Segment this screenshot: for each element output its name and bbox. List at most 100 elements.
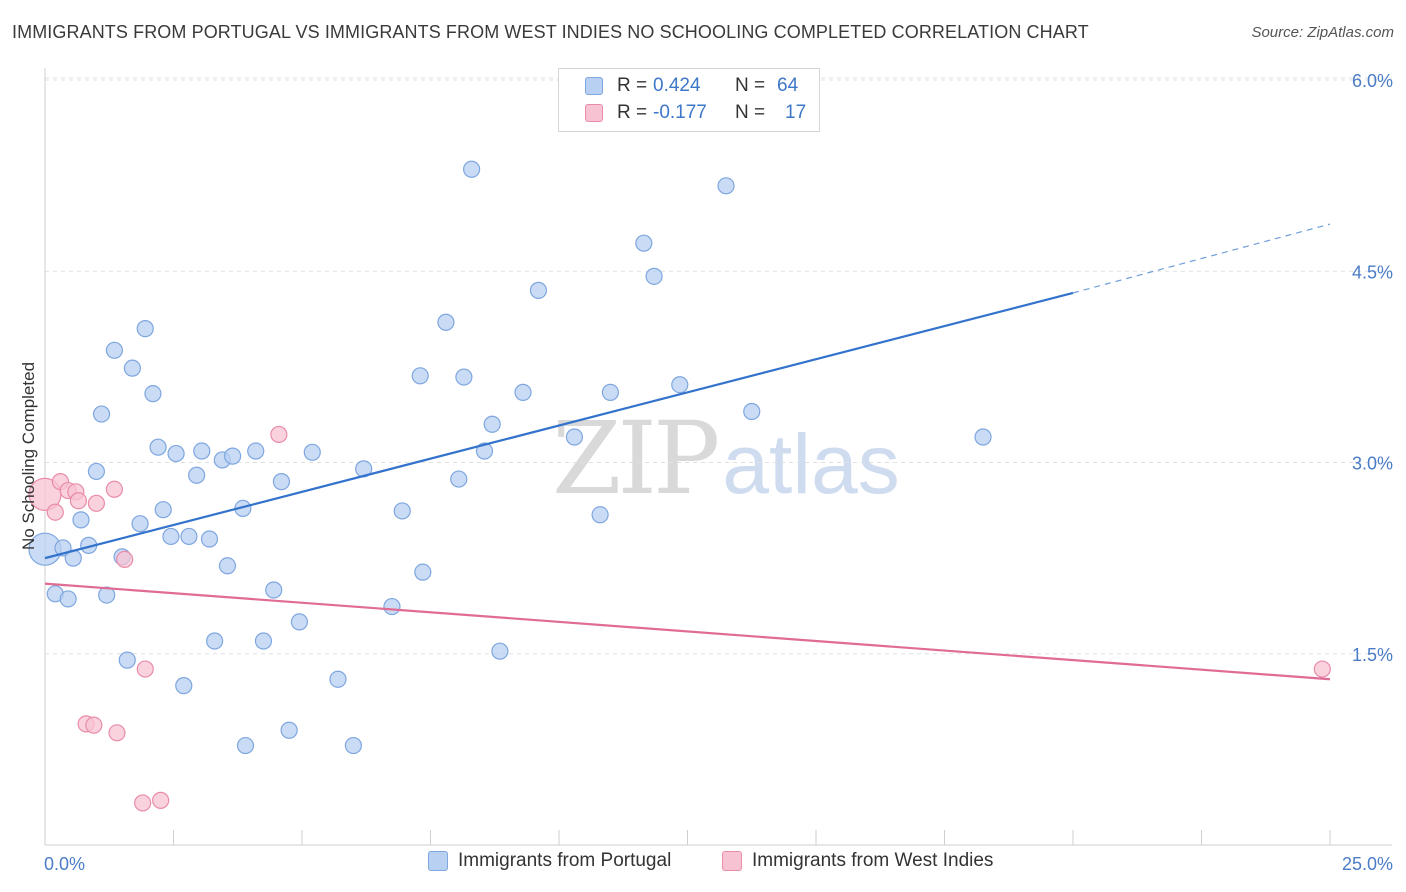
portugal-point	[565, 428, 584, 446]
portugal-point	[98, 586, 116, 604]
portugal-point	[601, 383, 620, 401]
portugal-point	[87, 462, 106, 481]
portugal-point	[450, 470, 468, 488]
west-indies-trend-line	[44, 582, 1331, 681]
portugal-point	[200, 530, 219, 548]
bottom-legend-swatch-west-indies	[722, 851, 742, 871]
bottom-legend-west-indies: Immigrants from West Indies	[722, 850, 993, 872]
portugal-point	[645, 267, 663, 285]
bottom-legend-label-portugal: Immigrants from Portugal	[458, 850, 672, 871]
correlation-legend: R = 0.424 N = 64 R = -0.177 N = 17	[558, 68, 820, 132]
portugal-point	[162, 527, 180, 546]
legend-swatch-west-indies	[585, 104, 603, 122]
portugal-point	[743, 402, 761, 421]
portugal-point	[265, 581, 283, 599]
portugal-point	[175, 677, 193, 695]
y-tick-label: 3.0%	[1352, 454, 1393, 474]
tick-labels: 1.5% 3.0% 4.5% 6.0% 0.0% 25.0%	[44, 71, 1393, 874]
portugal-point	[224, 447, 242, 465]
west-indies-point	[134, 794, 152, 812]
legend-r-label: R =	[617, 75, 648, 96]
portugal-point	[635, 234, 653, 252]
legend-n-label: N =	[735, 75, 766, 96]
west-indies-point	[152, 791, 170, 809]
west-indies-point	[105, 480, 123, 498]
portugal-point	[455, 368, 473, 386]
portugal-point	[236, 736, 255, 755]
portugal-trend-line	[44, 291, 1074, 560]
west-indies-point	[108, 724, 126, 742]
portugal-point	[303, 443, 321, 461]
west-indies-point	[85, 716, 103, 734]
source-credit: Source: ZipAtlas.com	[1251, 24, 1394, 41]
portugal-point	[92, 405, 111, 423]
portugal-point	[131, 515, 149, 533]
portugal-point	[591, 506, 609, 524]
portugal-point	[411, 367, 429, 385]
y-axis-label: No Schooling Completed	[19, 362, 38, 550]
portugal-point	[123, 359, 141, 377]
legend-swatch-portugal	[585, 77, 603, 95]
portugal-point	[437, 313, 455, 331]
legend-r-value-portugal: 0.424	[653, 75, 701, 96]
portugal-point	[491, 642, 509, 660]
watermark: ZIPatlas	[552, 400, 900, 517]
portugal-point	[393, 502, 411, 520]
legend-row-portugal: R = 0.424 N = 64	[585, 73, 798, 99]
x-tick-label: 0.0%	[44, 854, 85, 874]
portugal-point	[475, 442, 494, 460]
portugal-point	[974, 428, 992, 446]
axes	[44, 68, 1392, 846]
west-indies-point	[116, 550, 134, 569]
legend-n-label: N =	[735, 102, 766, 123]
portugal-trend-extension	[1072, 223, 1331, 294]
portugal-point	[272, 473, 291, 491]
portugal-point	[206, 632, 224, 650]
legend-r-value-west-indies: -0.177	[653, 102, 707, 123]
portugal-point	[188, 466, 206, 484]
portugal-point	[59, 590, 77, 608]
portugal-point	[218, 557, 237, 575]
portugal-point	[154, 501, 172, 519]
west-indies-point	[46, 503, 64, 521]
west-indies-point	[69, 492, 88, 510]
west-indies-points	[28, 425, 1331, 812]
legend-n-value-portugal: 64	[777, 75, 799, 96]
portugal-point	[529, 281, 548, 299]
portugal-point	[144, 385, 162, 403]
portugal-point	[514, 383, 532, 401]
bottom-legend-swatch-portugal	[428, 851, 448, 871]
x-tick-label: 25.0%	[1342, 854, 1393, 874]
portugal-point	[180, 527, 198, 546]
portugal-point	[105, 341, 123, 359]
portugal-point	[247, 442, 265, 460]
portugal-point	[149, 438, 167, 456]
legend-r-label: R =	[617, 102, 648, 123]
portugal-point	[118, 651, 136, 669]
portugal-point	[290, 613, 309, 631]
west-indies-point	[1313, 660, 1331, 678]
legend-row-west-indies: R = -0.177 N = 17	[585, 100, 806, 126]
y-tick-label: 1.5%	[1352, 645, 1393, 665]
portugal-point	[671, 376, 689, 394]
grid-lines	[45, 77, 1392, 655]
portugal-point	[414, 563, 432, 581]
portugal-point	[254, 632, 273, 650]
portugal-point	[463, 160, 481, 178]
y-tick-label: 6.0%	[1352, 71, 1393, 91]
portugal-points	[28, 160, 992, 755]
y-tick-label: 4.5%	[1352, 262, 1393, 282]
portugal-point	[344, 736, 362, 755]
portugal-point	[483, 415, 501, 433]
portugal-point	[383, 597, 401, 616]
chart-title: IMMIGRANTS FROM PORTUGAL VS IMMIGRANTS F…	[12, 22, 1089, 42]
west-indies-point	[87, 494, 106, 512]
bottom-legend-portugal: Immigrants from Portugal	[428, 850, 671, 872]
portugal-point	[167, 444, 185, 463]
portugal-point	[193, 442, 211, 460]
bottom-legend-label-west-indies: Immigrants from West Indies	[752, 850, 994, 871]
watermark-atlas: atlas	[722, 417, 900, 511]
west-indies-point	[270, 425, 288, 444]
legend-n-value-west-indies: 17	[785, 102, 807, 123]
